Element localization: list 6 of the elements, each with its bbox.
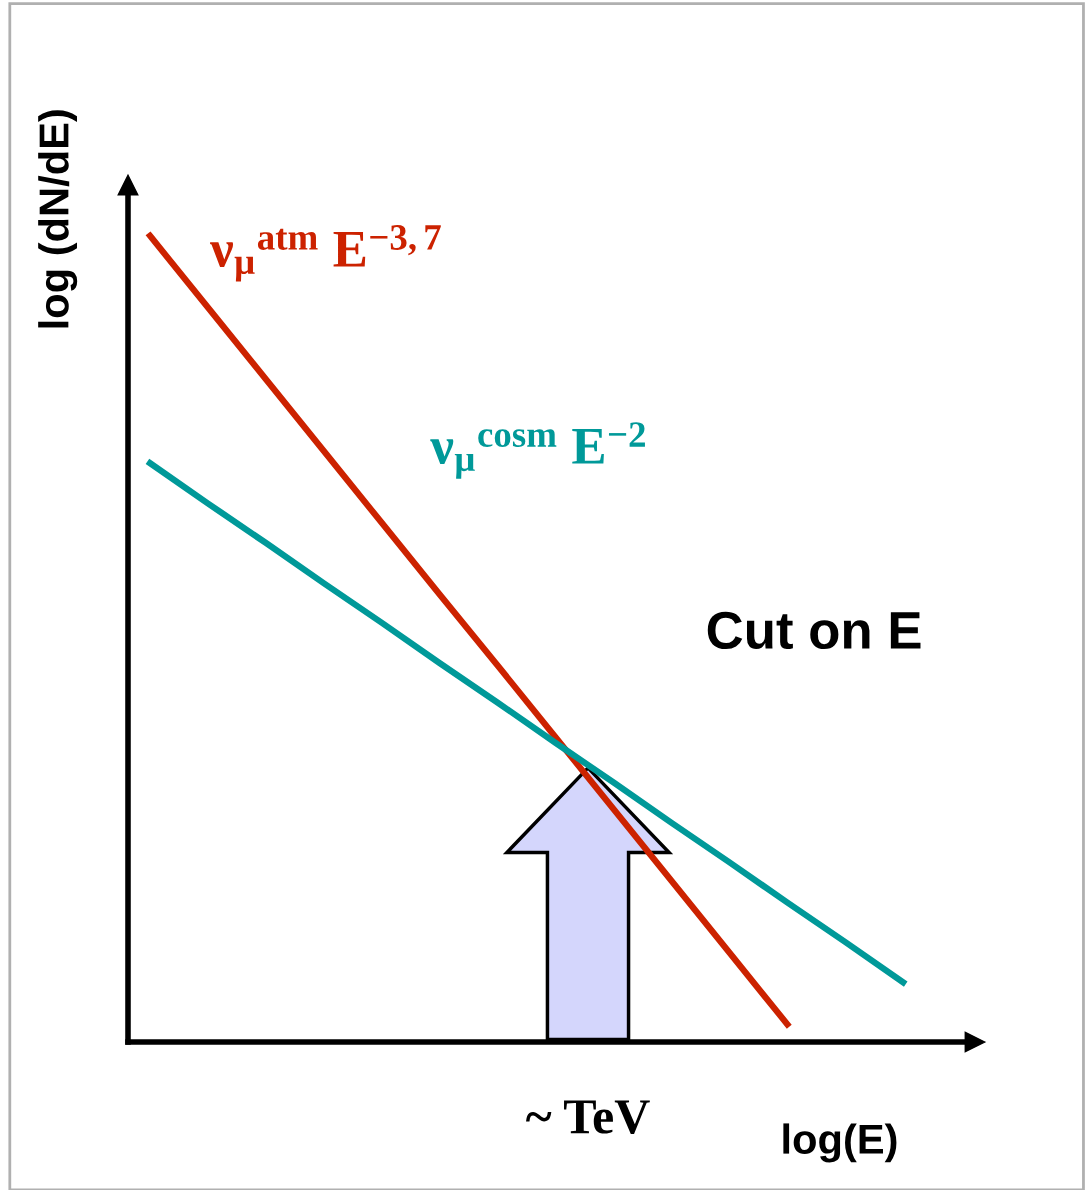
text: ~ TeV xyxy=(526,1100,650,1134)
y-axis-title: log (dN/dE) xyxy=(38,110,78,328)
series-label: ν$_{μ}$$^{atm}$ E$^{−3,7}$ xyxy=(210,225,441,282)
annotation: Cut on E xyxy=(707,611,921,650)
x-axis-title: log(E) xyxy=(783,1123,897,1163)
text: ν$_{μ}$$^{cosm}$ E$^{−2}$ xyxy=(430,422,645,479)
